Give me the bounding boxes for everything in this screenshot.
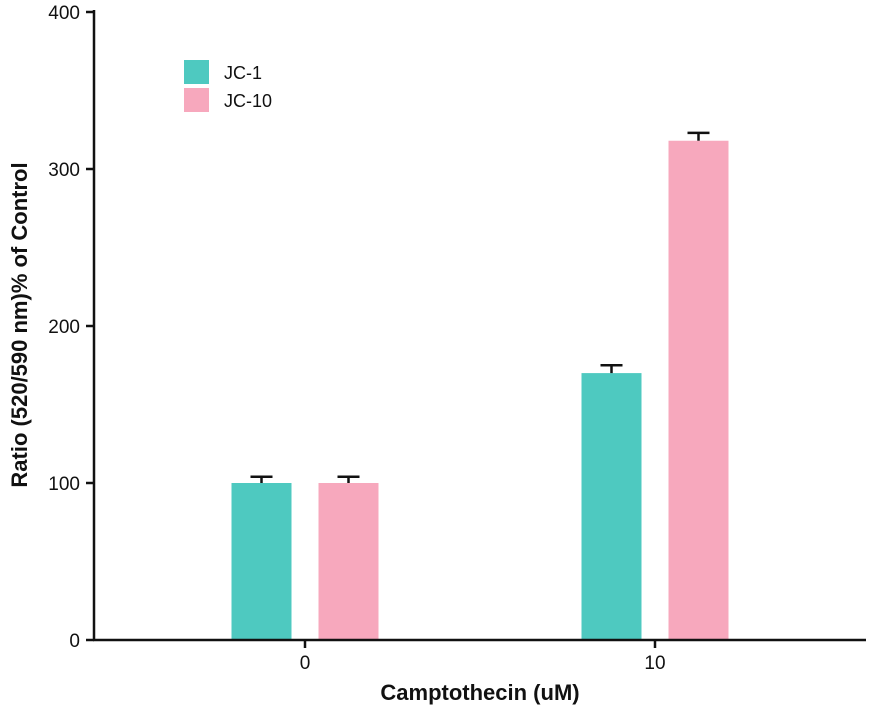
bar-jc-1-0 (231, 483, 292, 640)
legend-label-jc-10: JC-10 (224, 91, 272, 111)
y-tick-label: 100 (48, 474, 80, 495)
bar-jc-10-10 (668, 140, 729, 641)
x-tick-label: 10 (644, 653, 665, 674)
y-ticks-group: 0 100 200 300 400 (48, 3, 94, 652)
bars-group (231, 140, 729, 641)
legend: JC-1 JC-10 (184, 60, 272, 112)
error-bars-group (250, 131, 710, 483)
bar-jc-1-10 (581, 373, 642, 640)
y-tick-label: 200 (48, 317, 80, 338)
y-axis-title: Ratio (520/590 nm)% of Control (7, 162, 32, 487)
legend-swatch-jc-10 (184, 88, 209, 112)
y-tick-label: 0 (69, 631, 80, 652)
x-tick-label: 0 (300, 653, 311, 674)
x-axis-title: Camptothecin (uM) (380, 680, 579, 705)
legend-swatch-jc-1 (184, 60, 209, 84)
y-tick-label: 300 (48, 160, 80, 181)
y-tick-label: 400 (48, 3, 80, 24)
legend-label-jc-1: JC-1 (224, 63, 262, 83)
bar-jc-10-0 (318, 483, 379, 640)
x-ticks-group: 0 10 (300, 640, 666, 674)
